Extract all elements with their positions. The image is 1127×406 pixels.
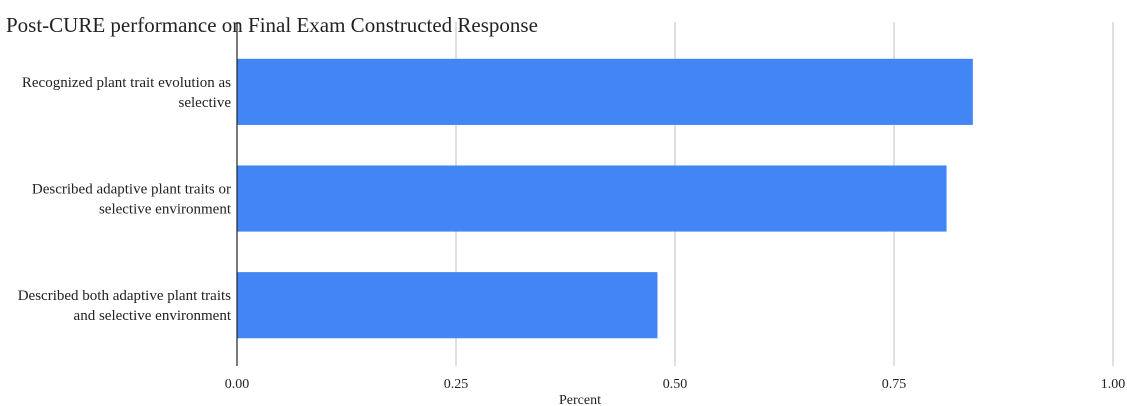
bar: [237, 165, 947, 232]
x-axis-label: Percent: [559, 393, 601, 406]
bar: [237, 58, 973, 125]
x-tick-label: 0.50: [663, 377, 688, 392]
x-tick-label: 0.00: [225, 377, 250, 392]
bar: [237, 272, 658, 339]
x-tick-label: 0.75: [882, 377, 907, 392]
x-tick-label: 1.00: [1101, 377, 1126, 392]
x-tick-labels: 0.00 0.25 0.50 0.75 1.00: [225, 377, 1126, 392]
category-label: Described both adaptive plant traits and …: [18, 288, 232, 324]
category-labels: Recognized plant trait evolution as selec…: [18, 75, 232, 324]
category-label: Recognized plant trait evolution as selec…: [22, 75, 231, 111]
x-tick-label: 0.25: [444, 377, 469, 392]
bars: [237, 58, 973, 339]
category-label: Described adaptive plant traits or select…: [32, 182, 232, 218]
chart-title: Post-CURE performance on Final Exam Cons…: [6, 13, 538, 37]
